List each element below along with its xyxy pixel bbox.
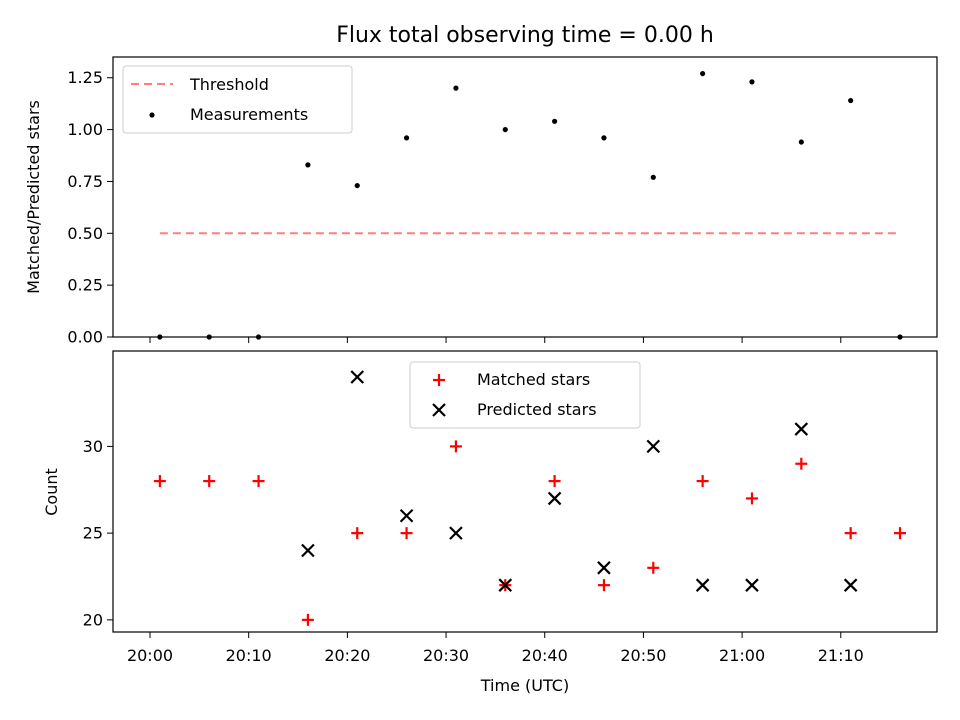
predicted-star-marker bbox=[449, 526, 463, 540]
top-y-tick-label: 0.75 bbox=[67, 172, 103, 191]
bottom-legend-box bbox=[409, 361, 641, 429]
matched-star-marker bbox=[153, 475, 166, 488]
predicted-star-marker bbox=[843, 578, 858, 592]
predicted-star-marker bbox=[745, 578, 759, 592]
top-y-tick-label: 1.25 bbox=[67, 68, 103, 87]
bottom-x-tick-label: 20:20 bbox=[324, 646, 370, 665]
bottom-x-axis-label: Time (UTC) bbox=[480, 676, 569, 695]
measurement-point bbox=[354, 182, 360, 189]
matched-star-marker bbox=[449, 440, 462, 453]
measurement-point bbox=[453, 85, 459, 91]
top-x-ticks bbox=[149, 337, 842, 343]
predicted-marker-b bbox=[843, 578, 858, 592]
matched-star-marker bbox=[351, 527, 364, 540]
measurement-point bbox=[897, 334, 903, 340]
matched-star-marker bbox=[893, 527, 906, 540]
matched-star-marker bbox=[548, 475, 561, 488]
matched-star-marker bbox=[301, 613, 314, 626]
bottom-y-axis-label: Count bbox=[42, 468, 61, 516]
predicted-star-marker bbox=[794, 422, 809, 436]
top-y-tick-label: 1.00 bbox=[67, 120, 103, 139]
top-legend: Threshold Measurements bbox=[122, 65, 353, 134]
matched-star-marker bbox=[647, 561, 660, 574]
matched-star-marker bbox=[400, 527, 413, 540]
measurement-point bbox=[552, 118, 558, 124]
top-axes-frame bbox=[112, 56, 938, 338]
matched-star-marker bbox=[844, 527, 857, 540]
predicted-star-marker bbox=[646, 439, 661, 454]
predicted-star-marker bbox=[597, 561, 611, 575]
bottom-x-tick-label: 20:10 bbox=[226, 646, 272, 665]
matched-star-marker bbox=[795, 457, 808, 470]
bottom-series-layer bbox=[153, 370, 906, 626]
predicted-star-marker bbox=[399, 509, 414, 523]
predicted-marker-b bbox=[498, 578, 513, 592]
top-y-axis-label: Matched/Predicted stars bbox=[24, 100, 43, 294]
top-y-tick-label: 0.50 bbox=[67, 224, 103, 243]
matched-star-marker bbox=[745, 492, 758, 505]
bottom-y-tick-label: 25 bbox=[83, 524, 103, 543]
legend-matched-swatch bbox=[433, 374, 445, 386]
bottom-x-ticks: 20:00 20:10 20:20 20:30 20:40 20:50 21:00 21:10 bbox=[127, 632, 864, 665]
chart-title: Flux total observing time = 0.00 h bbox=[336, 23, 714, 48]
bottom-y-tick-label: 20 bbox=[83, 610, 103, 629]
top-series-layer bbox=[157, 70, 903, 340]
measurement-point bbox=[650, 174, 656, 180]
predicted-marker-b bbox=[301, 543, 315, 558]
measurement-point bbox=[502, 126, 508, 133]
measurement-point bbox=[157, 334, 163, 340]
predicted-star-marker bbox=[498, 578, 513, 592]
measurement-point bbox=[798, 139, 804, 145]
predicted-marker-b bbox=[449, 526, 463, 540]
predicted-star-marker bbox=[547, 491, 562, 506]
measurement-point bbox=[700, 70, 706, 77]
predicted-star-marker bbox=[350, 370, 365, 384]
top-y-tick-label: 0.25 bbox=[67, 276, 103, 295]
measurement-point bbox=[255, 334, 262, 340]
predicted-star-marker bbox=[695, 578, 710, 592]
predicted-star-marker bbox=[301, 543, 315, 558]
matched-star-marker bbox=[203, 475, 216, 488]
top-y-tick-label: 0.00 bbox=[67, 328, 103, 347]
matched-star-marker bbox=[252, 475, 265, 488]
measurement-point bbox=[601, 135, 607, 141]
matched-star-marker bbox=[597, 579, 610, 592]
bottom-x-tick-label: 21:10 bbox=[818, 646, 864, 665]
predicted-marker-b bbox=[794, 422, 809, 436]
legend-threshold-label: Threshold bbox=[189, 75, 269, 94]
legend-predicted-swatch bbox=[432, 403, 446, 417]
legend-measurements-label: Measurements bbox=[190, 105, 308, 124]
bottom-y-tick-label: 30 bbox=[83, 437, 103, 456]
measurement-point bbox=[403, 135, 410, 141]
bottom-x-tick-label: 20:30 bbox=[423, 646, 469, 665]
measurement-point bbox=[749, 79, 755, 85]
legend-measurements-swatch bbox=[149, 112, 155, 118]
bottom-y-ticks: 20 25 30 bbox=[83, 437, 113, 629]
predicted-marker-b bbox=[646, 439, 661, 454]
predicted-marker-b bbox=[350, 370, 365, 384]
bottom-x-tick-label: 20:40 bbox=[522, 646, 568, 665]
matched-star-marker bbox=[696, 475, 709, 488]
bottom-x-tick-label: 21:00 bbox=[719, 646, 765, 665]
measurement-point bbox=[305, 162, 311, 168]
legend-matched-label: Matched stars bbox=[477, 370, 590, 389]
legend-predicted-label: Predicted stars bbox=[477, 400, 597, 419]
top-y-ticks: 0.00 0.25 0.50 0.75 1.00 1.25 bbox=[67, 68, 113, 347]
predicted-marker-b bbox=[597, 561, 611, 575]
predicted-marker-b bbox=[547, 491, 562, 506]
bottom-x-tick-label: 20:00 bbox=[127, 646, 173, 665]
predicted-marker-b bbox=[695, 578, 710, 592]
measurement-point bbox=[206, 334, 212, 340]
bottom-x-tick-label: 20:50 bbox=[620, 646, 666, 665]
predicted-marker-b bbox=[399, 509, 414, 523]
bottom-legend: Matched stars Predicted stars bbox=[409, 361, 641, 429]
measurement-point bbox=[848, 97, 854, 104]
predicted-marker-b bbox=[745, 578, 759, 592]
bottom-axes-frame bbox=[112, 350, 938, 633]
top-legend-box bbox=[122, 65, 353, 134]
